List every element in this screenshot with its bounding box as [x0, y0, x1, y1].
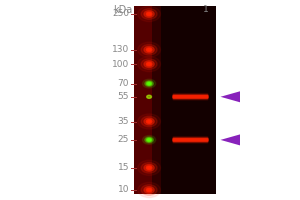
Circle shape [146, 48, 152, 52]
Circle shape [147, 95, 152, 98]
Circle shape [146, 138, 152, 142]
Text: 35: 35 [118, 117, 129, 126]
Polygon shape [220, 134, 240, 145]
Text: kDa: kDa [113, 5, 133, 15]
Circle shape [141, 116, 157, 127]
Circle shape [138, 57, 161, 72]
Text: 10: 10 [118, 186, 129, 194]
Circle shape [146, 120, 152, 123]
FancyBboxPatch shape [172, 138, 208, 142]
Circle shape [145, 81, 153, 86]
Text: 25: 25 [118, 135, 129, 144]
FancyBboxPatch shape [172, 94, 208, 99]
Circle shape [148, 63, 151, 65]
Circle shape [146, 188, 152, 192]
Text: 250: 250 [112, 9, 129, 19]
Text: 70: 70 [118, 79, 129, 88]
Circle shape [146, 12, 152, 16]
Circle shape [144, 118, 154, 125]
Text: 100: 100 [112, 60, 129, 69]
Circle shape [142, 135, 156, 144]
Text: 55: 55 [118, 92, 129, 101]
FancyBboxPatch shape [172, 138, 208, 142]
Circle shape [144, 187, 154, 193]
Polygon shape [220, 91, 240, 102]
Circle shape [138, 182, 161, 198]
Circle shape [144, 164, 154, 171]
Circle shape [138, 160, 161, 175]
Circle shape [148, 167, 151, 169]
Circle shape [146, 166, 152, 170]
Circle shape [141, 44, 157, 55]
Circle shape [138, 114, 161, 129]
Circle shape [148, 49, 151, 51]
Text: 15: 15 [118, 163, 129, 172]
Circle shape [141, 163, 157, 173]
Circle shape [146, 82, 152, 85]
Circle shape [142, 79, 156, 88]
Circle shape [141, 9, 157, 19]
Circle shape [144, 61, 154, 68]
Bar [134, 6, 160, 194]
Circle shape [144, 11, 154, 17]
Bar [134, 6, 216, 194]
FancyBboxPatch shape [172, 93, 208, 101]
FancyBboxPatch shape [172, 137, 208, 143]
Circle shape [148, 189, 151, 191]
Circle shape [148, 139, 150, 141]
FancyBboxPatch shape [172, 95, 208, 99]
Circle shape [145, 137, 153, 143]
Bar [134, 6, 152, 194]
Circle shape [141, 59, 157, 69]
Circle shape [138, 42, 161, 57]
FancyBboxPatch shape [172, 94, 208, 100]
Circle shape [148, 83, 150, 84]
Circle shape [138, 6, 161, 22]
Circle shape [146, 62, 152, 66]
Bar [134, 6, 216, 194]
Circle shape [144, 46, 154, 53]
Circle shape [148, 121, 151, 122]
FancyBboxPatch shape [172, 136, 208, 144]
Text: 130: 130 [112, 45, 129, 54]
Text: 1: 1 [202, 5, 208, 14]
Circle shape [148, 13, 151, 15]
Circle shape [141, 185, 157, 195]
